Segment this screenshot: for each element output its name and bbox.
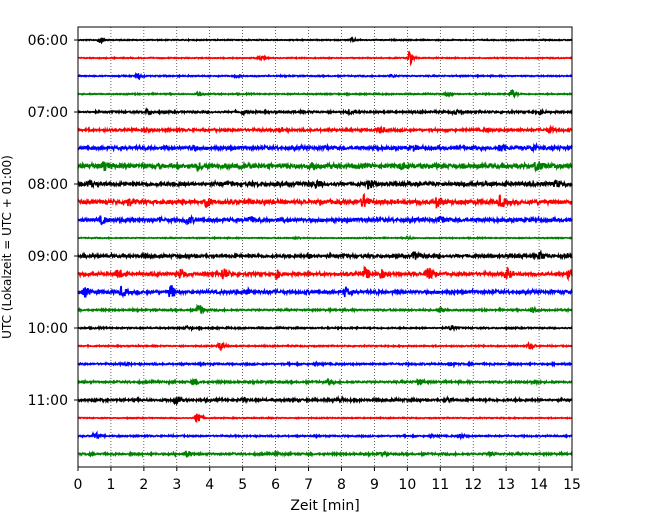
x-tick-label: 8 <box>337 477 346 493</box>
x-tick-label: 6 <box>271 477 280 493</box>
trace-line <box>77 50 573 67</box>
trace-line <box>77 450 573 459</box>
trace-line <box>77 377 573 387</box>
y-tick-label: 10:00 <box>28 321 68 337</box>
trace-line <box>77 141 573 154</box>
x-axis-label: Zeit [min] <box>290 498 359 514</box>
x-tick-label: 12 <box>464 477 482 493</box>
x-tick-label: 11 <box>431 477 449 493</box>
trace-line <box>77 234 573 241</box>
x-axis-ticks: 0 1 2 3 4 5 6 7 8 9 10 11 12 13 14 15 <box>74 467 581 493</box>
trace-line <box>77 72 573 81</box>
trace-line <box>77 265 573 282</box>
x-tick-label: 10 <box>398 477 416 493</box>
trace-line <box>77 178 573 190</box>
trace-line <box>77 36 573 45</box>
trace-series <box>77 36 573 459</box>
trace-line <box>77 284 573 299</box>
y-tick-label: 09:00 <box>28 249 68 265</box>
y-tick-label: 06:00 <box>28 33 68 49</box>
x-tick-label: 9 <box>370 477 379 493</box>
trace-line <box>77 324 573 333</box>
y-axis-label: UTC (Lokalzeit = UTC + 01:00) <box>0 155 14 339</box>
trace-line <box>77 160 573 173</box>
x-tick-label: 2 <box>139 477 148 493</box>
y-tick-label: 11:00 <box>28 393 68 409</box>
y-tick-label: 07:00 <box>28 105 68 121</box>
x-tick-label: 15 <box>563 477 581 493</box>
x-tick-label: 14 <box>530 477 548 493</box>
trace-line <box>77 303 573 315</box>
y-tick-label: 08:00 <box>28 177 68 193</box>
trace-line <box>77 340 573 352</box>
x-tick-label: 3 <box>172 477 181 493</box>
trace-line <box>77 88 573 99</box>
trace-line <box>77 249 573 261</box>
trace-line <box>77 360 573 369</box>
trace-line <box>77 413 573 423</box>
x-tick-label: 5 <box>238 477 247 493</box>
trace-line <box>77 124 573 135</box>
trace-line <box>77 394 573 406</box>
y-axis-ticks: 06:00 07:00 08:00 09:00 10:00 11:00 <box>28 33 78 409</box>
trace-line <box>77 192 573 209</box>
x-tick-label: 13 <box>497 477 515 493</box>
grid-lines <box>110 27 540 467</box>
x-tick-label: 1 <box>106 477 115 493</box>
plot-frame <box>77 26 573 468</box>
trace-line <box>77 430 573 441</box>
x-tick-label: 7 <box>304 477 313 493</box>
trace-line <box>77 213 573 226</box>
trace-line <box>77 106 573 117</box>
x-tick-label: 0 <box>74 477 83 493</box>
x-tick-label: 4 <box>205 477 214 493</box>
